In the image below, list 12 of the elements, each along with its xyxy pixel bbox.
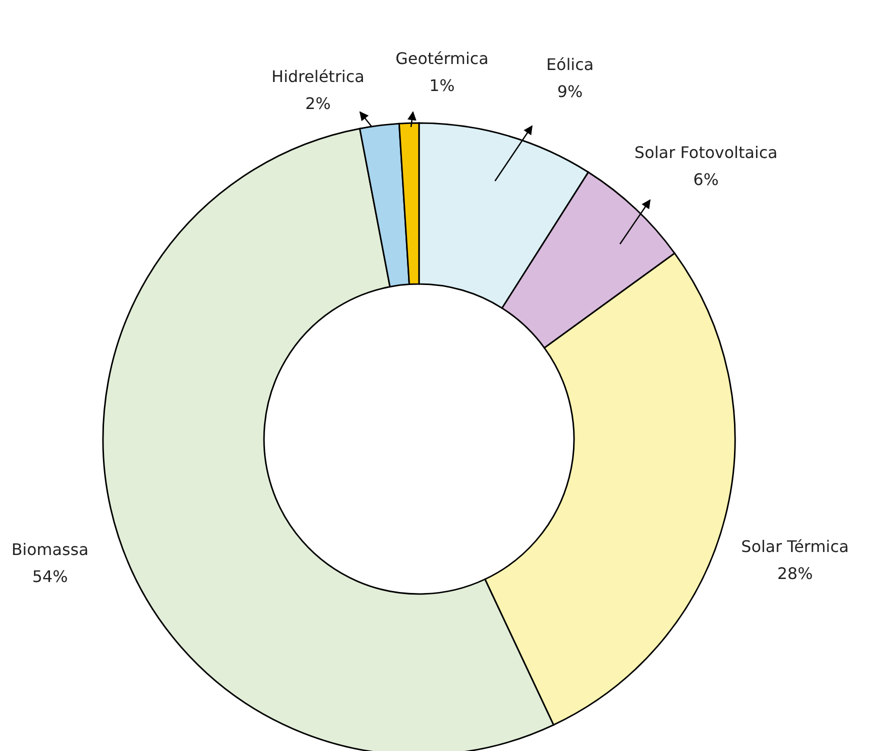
slice-label: Solar Fotovoltaica xyxy=(634,143,778,162)
data-label: 28% xyxy=(777,564,813,583)
data-label: 9% xyxy=(557,82,583,101)
slice-label: Biomassa xyxy=(11,540,89,559)
data-label: 2% xyxy=(305,94,331,113)
data-label: 1% xyxy=(429,76,455,95)
slice-label: Hidrelétrica xyxy=(272,67,364,86)
data-label: 54% xyxy=(32,567,68,586)
slice-label: Solar Térmica xyxy=(741,537,849,556)
slice-label: Eólica xyxy=(546,55,594,74)
slice-label: Geotérmica xyxy=(395,49,489,68)
data-label: 6% xyxy=(693,170,719,189)
